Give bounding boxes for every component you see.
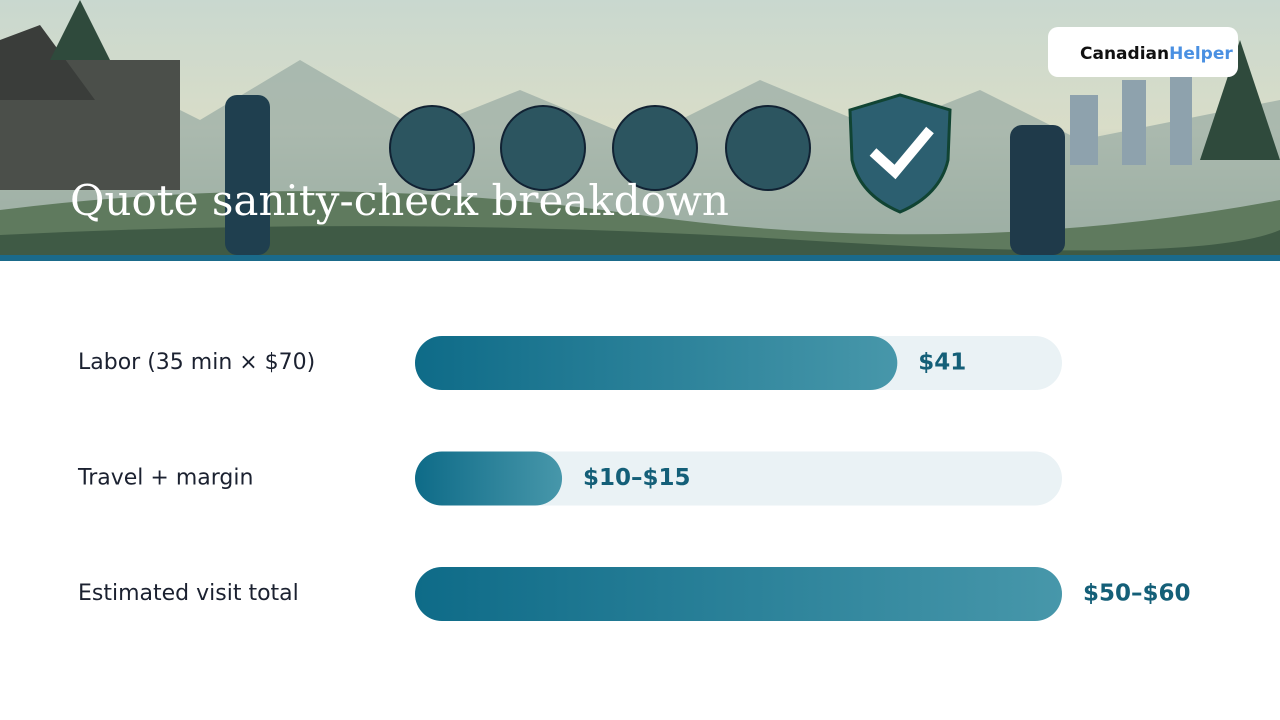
value-label: $41 <box>918 350 966 376</box>
bar <box>415 336 898 390</box>
category-label: Travel + margin <box>77 466 253 491</box>
value-label: $10–$15 <box>583 465 691 491</box>
bar <box>415 567 1062 621</box>
chart-title: Quote sanity-check breakdown <box>70 176 729 225</box>
value-label: $50–$60 <box>1083 581 1191 607</box>
bar <box>415 451 563 506</box>
bar-track <box>415 451 1062 506</box>
logo: CanadianHelper <box>1048 27 1238 77</box>
category-label: Estimated visit total <box>78 581 299 606</box>
logo-name: Canadian <box>1080 44 1169 64</box>
category-label: Labor (35 min × $70) <box>78 350 315 375</box>
logo-name: Helper <box>1169 44 1233 64</box>
logo-text: CanadianHelper <box>1080 44 1233 64</box>
